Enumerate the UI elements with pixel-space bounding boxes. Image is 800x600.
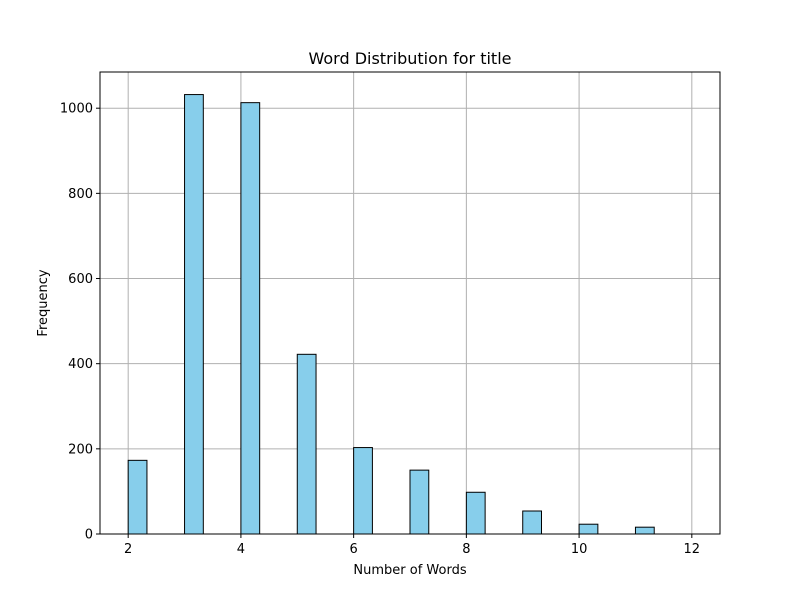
y-tick-label: 200	[68, 442, 93, 457]
histogram-bar	[184, 94, 204, 535]
histogram-bar	[578, 523, 599, 535]
x-tick-label: 12	[684, 542, 701, 557]
y-axis-label: Frequency	[36, 269, 51, 336]
x-tick-label: 6	[349, 542, 357, 557]
x-axis-ticks: 2 4 6 8 10 12	[124, 534, 700, 557]
y-tick-label: 600	[68, 272, 93, 287]
y-tick-label: 800	[68, 187, 93, 202]
plot-frame	[99, 71, 721, 535]
histogram-bar	[634, 526, 655, 535]
histogram-bar	[296, 353, 317, 535]
y-tick-label: 400	[68, 357, 93, 372]
bars	[127, 94, 655, 535]
x-tick-label: 2	[124, 542, 132, 557]
y-tick-label: 0	[85, 528, 93, 543]
histogram-bar	[465, 491, 486, 535]
histogram-bar	[522, 510, 542, 535]
x-axis-label: Number of Words	[353, 563, 466, 578]
histogram-bar	[409, 469, 430, 535]
y-axis-ticks: 0 200 400 600 800 1000	[60, 102, 100, 543]
chart-title: Word Distribution for title	[308, 49, 511, 68]
y-tick-label: 1000	[60, 102, 93, 117]
histogram-bar	[240, 102, 261, 535]
x-tick-label: 4	[237, 542, 245, 557]
histogram-bar	[127, 459, 148, 535]
histogram-bar	[353, 447, 373, 535]
x-tick-label: 10	[571, 542, 588, 557]
x-tick-label: 8	[462, 542, 470, 557]
